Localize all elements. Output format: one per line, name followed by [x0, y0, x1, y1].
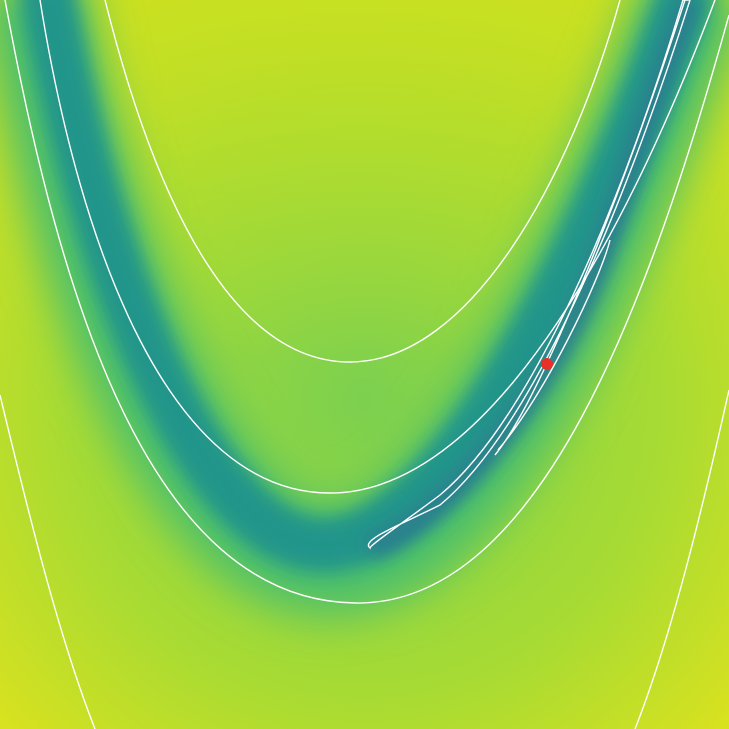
marker [541, 358, 553, 370]
contour [104, 0, 621, 363]
valley-core [366, 0, 701, 559]
valley [20, 0, 713, 573]
contour [39, 0, 716, 494]
contour [494, 0, 686, 456]
contour [4, 0, 729, 604]
contour [367, 0, 691, 550]
contour [634, 389, 729, 729]
contour [0, 394, 96, 729]
